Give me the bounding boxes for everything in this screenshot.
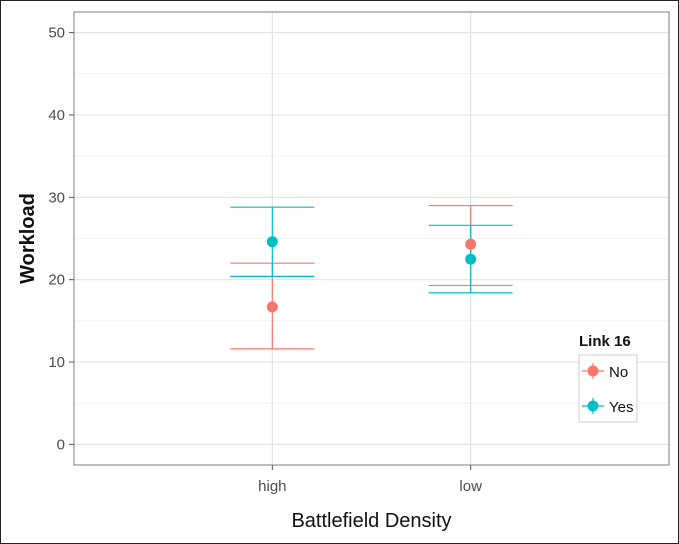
y-tick-label: 10	[48, 354, 65, 371]
y-tick-label: 40	[48, 107, 65, 124]
grid-major	[74, 12, 669, 465]
y-tick-label: 50	[48, 25, 65, 42]
data-point-yes	[266, 236, 278, 248]
legend-label-yes: Yes	[609, 399, 633, 416]
legend-label-no: No	[609, 364, 628, 381]
x-tick-label: low	[459, 478, 482, 495]
legend-title: Link 16	[579, 333, 631, 350]
y-tick-label: 0	[57, 436, 65, 453]
y-axis-title: Workload	[17, 193, 39, 284]
data-point-yes	[465, 253, 477, 265]
y-tick-label: 20	[48, 272, 65, 289]
y-tick-label: 30	[48, 189, 65, 206]
plot-panel-border	[73, 11, 670, 466]
legend-key-point	[587, 400, 599, 412]
data-marks	[230, 204, 513, 350]
legend-key-point	[587, 365, 599, 377]
data-point-no	[266, 301, 278, 313]
grid-minor	[74, 73, 669, 404]
data-point-no	[465, 238, 477, 250]
x-axis-ticks: high low	[258, 465, 482, 495]
y-axis-ticks: 0 10 20 30 40 50	[48, 25, 74, 453]
legend: Link 16 No Yes	[578, 333, 638, 423]
x-axis-title: Battlefield Density	[291, 510, 451, 532]
legend-box	[578, 354, 638, 423]
x-tick-label: high	[258, 478, 286, 495]
legend-keys: No Yes	[578, 354, 638, 423]
